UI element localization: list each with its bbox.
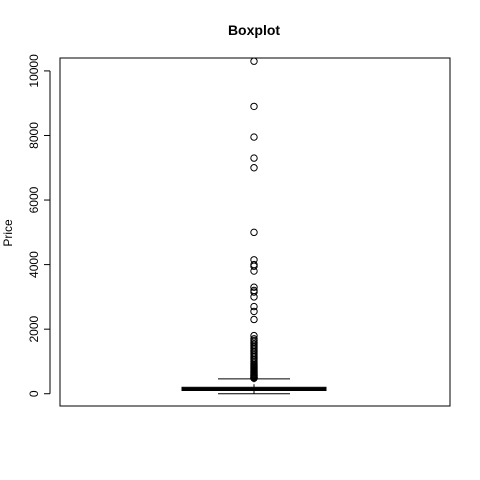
y-tick-label: 8000 bbox=[27, 122, 41, 149]
y-tick-label: 0 bbox=[27, 390, 41, 397]
outlier-point bbox=[250, 283, 258, 291]
outlier-point bbox=[250, 267, 258, 275]
outlier-point bbox=[250, 102, 258, 111]
outlier-point bbox=[250, 228, 258, 237]
outlier-point bbox=[250, 315, 258, 324]
outlier-point bbox=[250, 57, 258, 65]
y-tick-label: 10000 bbox=[27, 54, 41, 88]
box-element bbox=[181, 378, 327, 395]
y-tick-label: 4000 bbox=[27, 251, 41, 278]
outlier-point bbox=[250, 154, 258, 162]
y-tick-label: 2000 bbox=[27, 315, 41, 342]
outlier-point bbox=[250, 374, 258, 382]
outlier-point bbox=[250, 133, 258, 141]
y-axis-label: Price bbox=[1, 219, 15, 247]
outlier-point bbox=[250, 164, 258, 172]
outlier-point bbox=[250, 288, 258, 296]
outlier-points bbox=[250, 57, 258, 382]
outlier-point bbox=[250, 262, 258, 270]
chart-title: Boxplot bbox=[228, 22, 280, 38]
outlier-point bbox=[250, 302, 258, 311]
y-axis: 0 2000 4000 6000 8000 10000 bbox=[27, 54, 51, 397]
outlier-point bbox=[250, 293, 258, 301]
y-tick-label: 6000 bbox=[27, 186, 41, 213]
outlier-point bbox=[250, 307, 258, 316]
